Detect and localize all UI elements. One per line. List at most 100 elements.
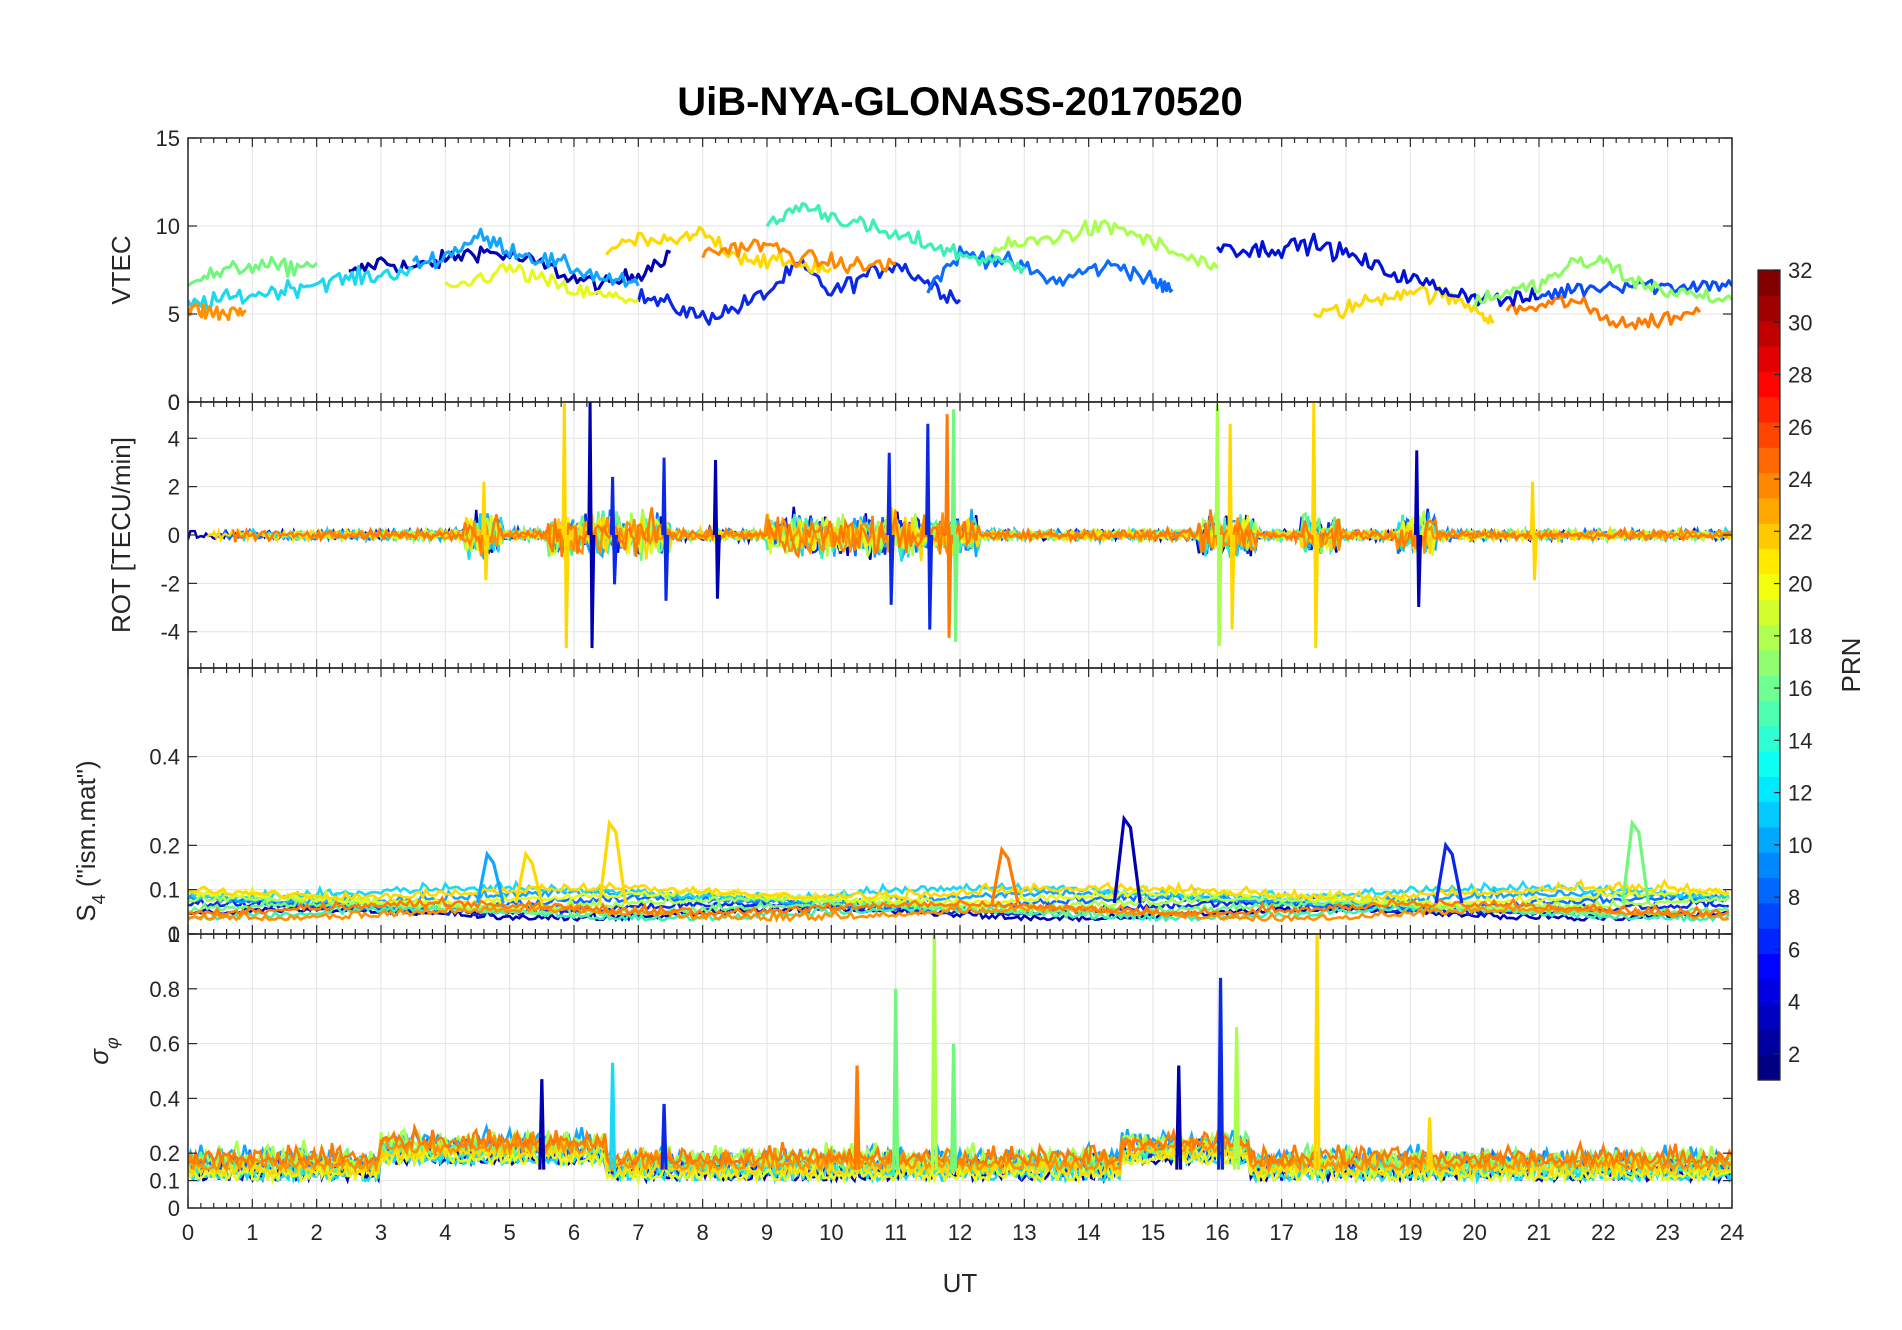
y-axis-label: ROT [TECU/min] [106, 437, 136, 633]
s4-peak [514, 850, 544, 904]
y-tick-label: 0 [168, 523, 180, 548]
x-tick-label: 3 [375, 1220, 387, 1245]
sigma-phi-peak [538, 1079, 546, 1170]
x-tick-label: 15 [1141, 1220, 1165, 1245]
rot-spike [481, 481, 490, 581]
colorbar-tick-label: 28 [1788, 363, 1812, 388]
s4-peak [990, 845, 1020, 904]
x-axis-label: UT [943, 1268, 978, 1298]
colorbar-segment [1758, 548, 1780, 575]
x-tick-label: 21 [1527, 1220, 1551, 1245]
x-tick-label: 23 [1655, 1220, 1679, 1245]
colorbar-segment [1758, 675, 1780, 701]
colorbar-tick-label: 24 [1788, 467, 1812, 492]
sigma-phi-peak [892, 988, 900, 1170]
colorbar-segment [1758, 472, 1780, 499]
sigma-phi-peak [853, 1065, 861, 1170]
sigma-phi-peak [1175, 1065, 1183, 1170]
colorbar-segment [1758, 270, 1780, 296]
colorbar-tick-label: 14 [1788, 728, 1812, 753]
y-tick-label: 0 [168, 1196, 180, 1221]
colorbar-segment [1758, 649, 1780, 676]
s4-series [188, 878, 1730, 902]
colorbar-segment [1758, 928, 1780, 955]
vtec-series-prn-8 [926, 245, 1174, 294]
s4-series [188, 901, 1730, 923]
x-tick-label: 2 [311, 1220, 323, 1245]
sigma-phi-peak [1426, 1117, 1434, 1170]
colorbar-segment [1758, 700, 1780, 727]
s4-peak [475, 850, 505, 904]
colorbar-segment [1758, 1029, 1780, 1056]
x-tick-label: 20 [1462, 1220, 1486, 1245]
colorbar-segment [1758, 295, 1780, 322]
y-tick-label: 0.2 [149, 1141, 180, 1166]
colorbar-segment [1758, 725, 1780, 752]
vtec-series-prn-10 [411, 227, 640, 288]
panel-s4: 0 0.1 0.2 0.4 S4 ("ism.mat") [71, 667, 1733, 947]
x-tick-label: 14 [1076, 1220, 1100, 1245]
x-tick-label: 5 [504, 1220, 516, 1245]
colorbar-segment [1758, 1004, 1780, 1030]
sigma-phi-peak [1233, 1027, 1241, 1170]
vtec-series-prn-4 [636, 258, 962, 326]
sigma-phi-peak [660, 1103, 668, 1170]
vtec-series-prn-24 [1505, 294, 1702, 331]
y-tick-label: -4 [160, 620, 180, 645]
rot-spike [925, 423, 934, 630]
rot-spike [1227, 423, 1236, 630]
colorbar-segment [1758, 497, 1780, 524]
colorbar-segment [1758, 523, 1780, 550]
x-tick-label: 6 [568, 1220, 580, 1245]
colorbar-segment [1758, 624, 1780, 651]
colorbar-tick-label: 26 [1788, 415, 1812, 440]
colorbar-segment [1758, 599, 1780, 625]
x-tick-label: 10 [819, 1220, 843, 1245]
x-tick-label: 8 [697, 1220, 709, 1245]
x-tick-label: 12 [948, 1220, 972, 1245]
y-tick-label: 0.8 [149, 977, 180, 1002]
vtec-series-prn-21 [1312, 284, 1495, 325]
colorbar-segment [1758, 902, 1780, 929]
s4-peak [1434, 841, 1464, 904]
x-tick-label: 22 [1591, 1220, 1615, 1245]
colorbar-tick-label: 18 [1788, 624, 1812, 649]
colorbar-segment [1758, 801, 1780, 828]
y-tick-label: 15 [156, 126, 180, 151]
sigma-phi-peak [1217, 977, 1225, 1170]
y-tick-label: 0.1 [149, 1169, 180, 1194]
sigma-phi-peak [1313, 934, 1321, 1170]
colorbar-segment [1758, 826, 1780, 853]
x-tick-label: 17 [1269, 1220, 1293, 1245]
colorbar-tick-label: 4 [1788, 990, 1800, 1015]
y-tick-label: 0 [168, 390, 180, 415]
y-axis-label: σφ [84, 1037, 122, 1065]
vtec-series-prn-17 [990, 219, 1219, 271]
colorbar-frame [1757, 269, 1781, 1081]
colorbar-tick-label: 6 [1788, 937, 1800, 962]
rot-spike [1311, 402, 1320, 649]
vtec-series-prn-12 [188, 265, 414, 311]
vtec-series-prn-16 [188, 255, 318, 287]
plot-area-rot [188, 402, 1732, 649]
chart-title: UiB-NYA-GLONASS-20170520 [677, 80, 1242, 124]
x-tick-label: 4 [439, 1220, 451, 1245]
y-tick-label: 10 [156, 214, 180, 239]
plot-area-vtec [188, 201, 1732, 331]
colorbar-tick-label: 12 [1788, 781, 1812, 806]
colorbar-segment [1758, 320, 1780, 347]
colorbar-tick-label: 22 [1788, 519, 1812, 544]
colorbar-segment [1758, 852, 1780, 879]
y-tick-label: 0.1 [149, 878, 180, 903]
vtec-series-prn-19 [444, 262, 640, 304]
colorbar-segment [1758, 750, 1780, 777]
rot-spike [1413, 450, 1423, 607]
panel-rot: -4 -2 0 2 4 0 ROT [TECU/min] [106, 390, 1733, 669]
x-tick-label: 7 [632, 1220, 644, 1245]
x-tick-label: 11 [884, 1220, 907, 1245]
x-tick-label: 13 [1012, 1220, 1036, 1245]
s4-series [188, 879, 1730, 903]
colorbar-segment [1758, 776, 1780, 803]
